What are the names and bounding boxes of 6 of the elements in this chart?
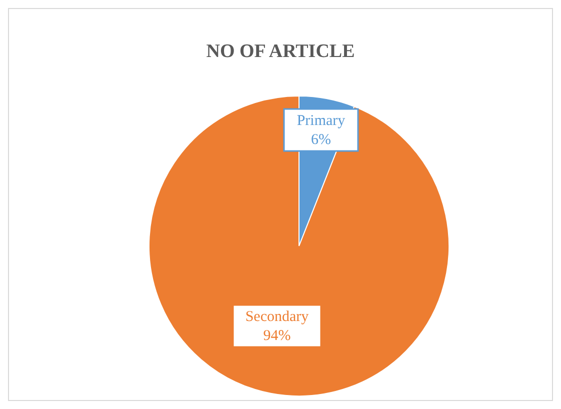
slice-label: Primary [296, 113, 346, 129]
chart-title: NO OF ARTICLE [205, 41, 356, 63]
slice-label: Secondary [245, 309, 310, 325]
data-label: 94% [263, 328, 291, 344]
data-label: 6% [311, 132, 331, 148]
pie-slice [148, 96, 450, 396]
